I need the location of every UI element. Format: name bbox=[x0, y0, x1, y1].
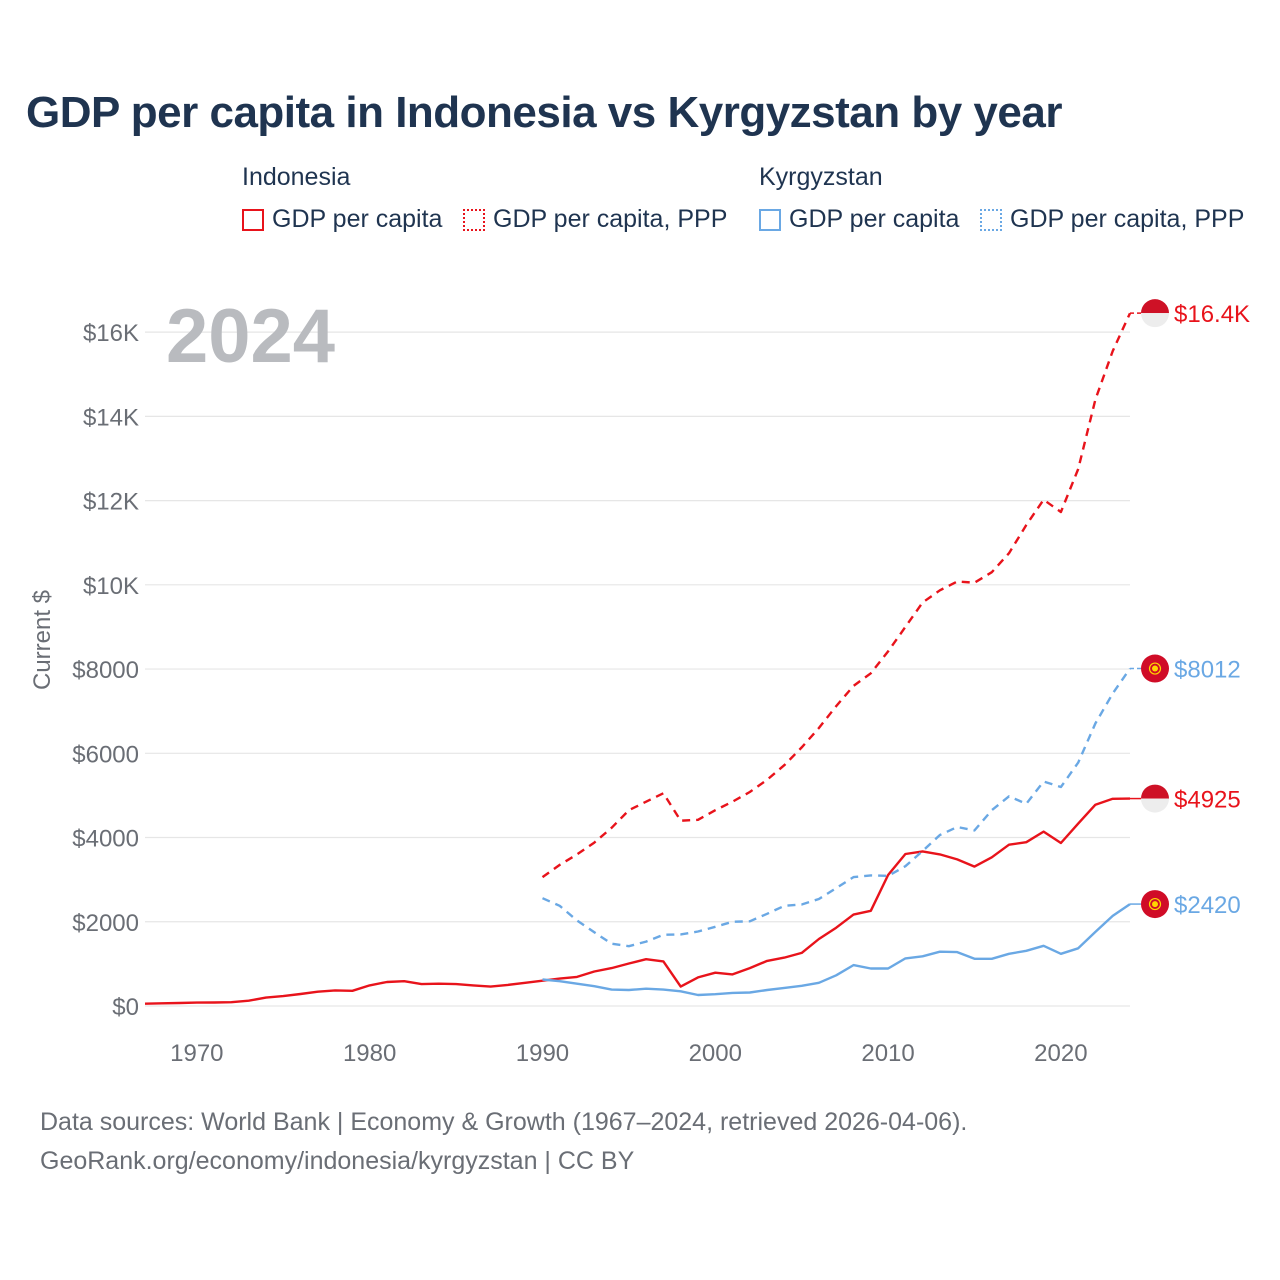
flag-red-half bbox=[1141, 784, 1169, 799]
flag-sun bbox=[1148, 662, 1162, 675]
y-tick-label: $6000 bbox=[72, 741, 139, 768]
x-tick-label: 1970 bbox=[170, 1040, 223, 1067]
solid-line-swatch-icon bbox=[242, 208, 264, 231]
x-tick-label: 2020 bbox=[1034, 1040, 1087, 1067]
dotted-line-swatch-icon bbox=[980, 208, 1002, 231]
series-line-kyrgyzstan-gdp-per-capita-ppp[interactable] bbox=[542, 667, 1131, 948]
y-tick-label: $16K bbox=[83, 320, 139, 347]
series-line-indonesia-gdp-per-capita-ppp[interactable] bbox=[541, 312, 1132, 879]
y-tick-label: $4000 bbox=[72, 826, 139, 853]
legend-group-kyrgyzstan: Kyrgyzstan bbox=[759, 163, 883, 191]
x-tick-label: 1990 bbox=[516, 1040, 569, 1067]
kyrgyzstan-flag-icon bbox=[1141, 654, 1169, 683]
legend-item-indonesia-ppp[interactable]: GDP per capita, PPP bbox=[463, 205, 727, 234]
indonesia-flag-icon bbox=[1141, 784, 1169, 813]
legend-item-indonesia-gdp[interactable]: GDP per capita bbox=[242, 205, 442, 234]
footer-sources: Data sources: World Bank | Economy & Gro… bbox=[40, 1108, 968, 1136]
x-tick-label: 2010 bbox=[861, 1040, 914, 1067]
year-watermark: 2024 bbox=[166, 294, 335, 379]
kyrgyzstan-flag-icon bbox=[1141, 890, 1169, 919]
dotted-line-swatch-icon bbox=[463, 208, 485, 231]
legend-label: GDP per capita bbox=[272, 205, 443, 233]
legend-label: GDP per capita, PPP bbox=[493, 205, 728, 233]
flag-sun-center bbox=[1152, 901, 1158, 908]
flag-sun-center bbox=[1152, 665, 1158, 672]
y-tick-label: $14K bbox=[83, 404, 139, 431]
chart-title: GDP per capita in Indonesia vs Kyrgyzsta… bbox=[26, 88, 1062, 137]
x-tick-label: 1980 bbox=[343, 1040, 396, 1067]
series-line-kyrgyzstan-gdp-per-capita[interactable] bbox=[542, 903, 1131, 997]
end-value-label: $16.4K bbox=[1174, 301, 1250, 328]
y-tick-label: $10K bbox=[83, 573, 139, 600]
end-value-label: $2420 bbox=[1174, 892, 1241, 919]
legend-item-kyrgyzstan-gdp[interactable]: GDP per capita bbox=[759, 205, 959, 234]
legend-item-kyrgyzstan-ppp[interactable]: GDP per capita, PPP bbox=[980, 205, 1244, 234]
y-tick-label: $8000 bbox=[72, 657, 139, 684]
y-tick-label: $0 bbox=[112, 994, 139, 1021]
flag-white-half bbox=[1141, 313, 1169, 328]
y-tick-label: $12K bbox=[83, 489, 139, 516]
x-tick-label: 2000 bbox=[689, 1040, 742, 1067]
line-chart: 2024 $0 $2000 $4000 $6000 $8000 $10K $12K $14K $… bbox=[29, 294, 1250, 1067]
solid-line-swatch-icon bbox=[759, 208, 781, 231]
legend-group-indonesia: Indonesia bbox=[242, 163, 351, 191]
flag-red-half bbox=[1141, 299, 1169, 314]
indonesia-flag-icon bbox=[1141, 299, 1169, 328]
legend-label: GDP per capita bbox=[789, 205, 960, 233]
y-axis-label: Current $ bbox=[29, 590, 56, 690]
legend-label: GDP per capita, PPP bbox=[1010, 205, 1245, 233]
footer-credit: GeoRank.org/economy/indonesia/kyrgyzstan… bbox=[40, 1147, 635, 1175]
y-tick-label: $2000 bbox=[72, 910, 139, 937]
flag-sun bbox=[1148, 897, 1162, 911]
series-line-indonesia-gdp-per-capita[interactable] bbox=[144, 797, 1131, 1005]
end-value-label: $4925 bbox=[1174, 787, 1241, 814]
end-value-label: $8012 bbox=[1174, 657, 1241, 684]
flag-white-half bbox=[1141, 798, 1169, 813]
